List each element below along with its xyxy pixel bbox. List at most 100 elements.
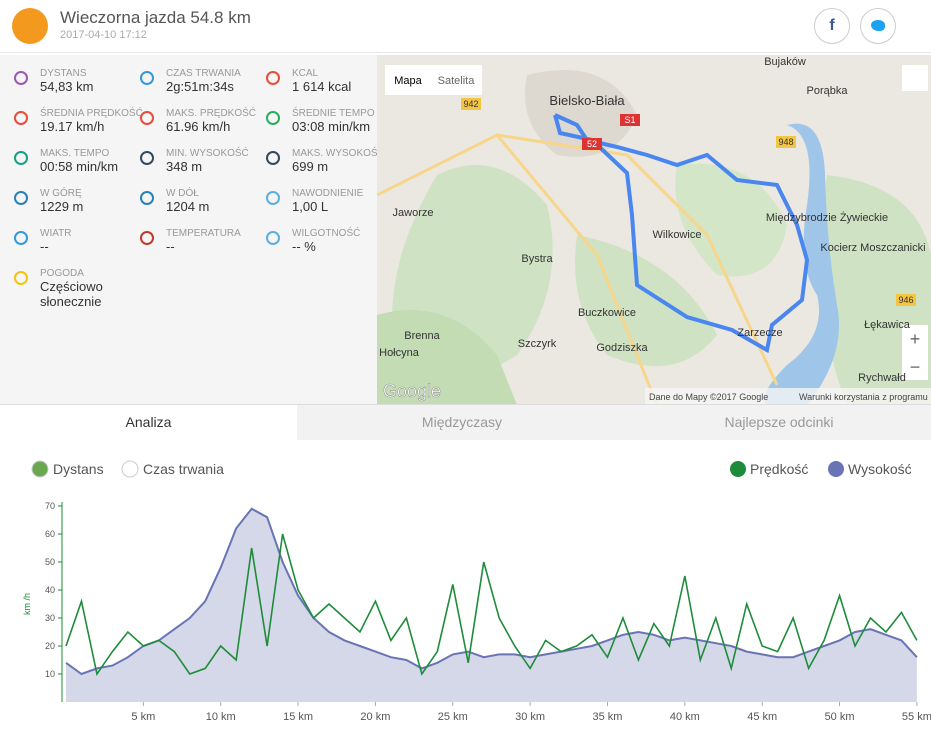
zoom-controls[interactable] (902, 325, 928, 380)
twitter-button[interactable] (860, 8, 896, 44)
stat-label: WIATR (40, 228, 72, 239)
stat-label: CZAS TRWANIA (166, 68, 241, 79)
stat-icon (266, 191, 280, 205)
x-tick-label: 30 km (515, 711, 545, 723)
place-label: Rychwałd (858, 372, 906, 384)
x-tick-label: 5 km (131, 711, 155, 723)
x-tick-label: 20 km (360, 711, 390, 723)
place-label: Zarzecze (737, 327, 782, 339)
stat-icon (266, 231, 280, 245)
stat-icon (14, 151, 28, 165)
y-tick-label: 70 (45, 501, 55, 511)
road-label: 946 (898, 295, 913, 305)
place-label: Godziszka (596, 342, 648, 354)
stat-value: 1229 m (40, 199, 84, 214)
stat-icon (14, 191, 28, 205)
toggle-radio[interactable] (31, 460, 49, 478)
place-label: Kocierz Moszczanicki (820, 242, 925, 254)
zoom-in[interactable]: + (910, 329, 921, 349)
stat-value: 00:58 min/km (40, 159, 119, 174)
legend-label[interactable]: Wysokość (848, 461, 912, 477)
map-type-button[interactable]: Satelita (438, 75, 476, 87)
stat-label: ŚREDNIE TEMPO (292, 108, 375, 119)
toggle-radio[interactable] (121, 460, 139, 478)
tab[interactable]: Najlepsze odcinki (627, 405, 931, 440)
stat-icon (14, 231, 28, 245)
stat-value: Częściowo słonecznie (40, 279, 103, 309)
place-label: Jaworze (393, 207, 434, 219)
road-label: 52 (587, 139, 597, 149)
legend-marker[interactable] (828, 461, 844, 477)
date: 2017-04-10 17:12 (60, 29, 147, 41)
map[interactable]: + − Mapa Satelita Bielsko-Biała Jaworze Byst… (377, 55, 931, 405)
stats-panel: DYSTANS 54,83 km CZAS TRWANIA 2g:51m:34s KCA… (0, 55, 385, 405)
stat-icon (140, 191, 154, 205)
stat-value: 54,83 km (40, 79, 94, 94)
toggle-label[interactable]: Czas trwania (143, 461, 224, 477)
stat-value: -- (166, 239, 175, 254)
road-shield (582, 138, 602, 150)
stat-icon (266, 71, 280, 85)
road-label: 948 (778, 137, 793, 147)
place-label: Bielsko-Biała (549, 93, 625, 108)
stat-value: 03:08 min/km (292, 119, 371, 134)
divider (0, 52, 931, 53)
stat-label: TEMPERATURA (166, 228, 241, 239)
y-tick-label: 50 (45, 557, 55, 567)
tab[interactable]: Analiza (0, 405, 297, 440)
road-shield (461, 98, 481, 110)
place-label: Międzybrodzie Żywieckie (766, 211, 888, 224)
stat-label: MAKS. TEMPO (40, 148, 110, 159)
place-label: Bujaków (764, 56, 806, 68)
y-tick-label: 60 (45, 529, 55, 539)
stat-value: 61.96 km/h (166, 119, 231, 134)
map-type-button[interactable]: Mapa (394, 75, 422, 87)
legend-label[interactable]: Prędkość (750, 461, 808, 477)
y-axis-label: km /h (22, 593, 32, 615)
zoom-out[interactable]: − (910, 357, 921, 377)
map-attribution: Dane do Mapy ©2017 Google (649, 392, 768, 402)
stat-label: MAKS. WYSOKOŚĆ (292, 148, 385, 159)
place-label: Wilkowice (653, 229, 702, 241)
x-tick-label: 55 km (902, 711, 931, 723)
stat-value: 1,00 L (292, 199, 329, 214)
road-shield (896, 294, 916, 306)
stat-label: WILGOTNOŚĆ (292, 228, 361, 239)
x-tick-label: 15 km (283, 711, 313, 723)
legend-marker[interactable] (730, 461, 746, 477)
stat-label: MIN. WYSOKOŚĆ (166, 148, 249, 159)
facebook-button[interactable]: f (814, 8, 850, 44)
road-shield (620, 114, 640, 126)
place-label: Buczkowice (578, 307, 636, 319)
stat-icon (266, 151, 280, 165)
x-tick-label: 50 km (825, 711, 855, 723)
stat-icon (14, 111, 28, 125)
stat-icon (14, 271, 28, 285)
toggle-label[interactable]: Dystans (53, 461, 104, 477)
fullscreen-button[interactable] (902, 65, 928, 91)
place-label: Porąbka (807, 85, 849, 97)
stat-icon (140, 71, 154, 85)
road-label: S1 (624, 115, 635, 125)
stat-value: 348 m (166, 159, 203, 174)
place-label: Łękawica (864, 319, 911, 331)
stat-label: ŚREDNIA PRĘDKOŚĆ (40, 108, 143, 119)
map-logo: Google (383, 381, 441, 401)
place-label: Szczyrk (518, 338, 557, 350)
stat-label: POGODA (40, 268, 84, 279)
tab[interactable]: Międzyczasy (297, 405, 627, 440)
stat-icon (140, 151, 154, 165)
stat-value: 1204 m (166, 199, 210, 214)
title: Wieczorna jazda 54.8 km (60, 8, 251, 27)
place-label: Brenna (404, 330, 440, 342)
stat-value: 2g:51m:34s (166, 79, 234, 94)
stat-label: W DÓŁ (166, 188, 199, 199)
divider (0, 404, 931, 405)
stat-value: -- % (292, 239, 316, 254)
stat-value: 1 614 kcal (292, 79, 352, 94)
map-terms[interactable]: Warunki korzystania z programu (799, 392, 928, 402)
stat-value: -- (40, 239, 49, 254)
stat-label: DYSTANS (40, 68, 87, 79)
stat-icon (14, 71, 28, 85)
activity-icon (12, 8, 48, 44)
